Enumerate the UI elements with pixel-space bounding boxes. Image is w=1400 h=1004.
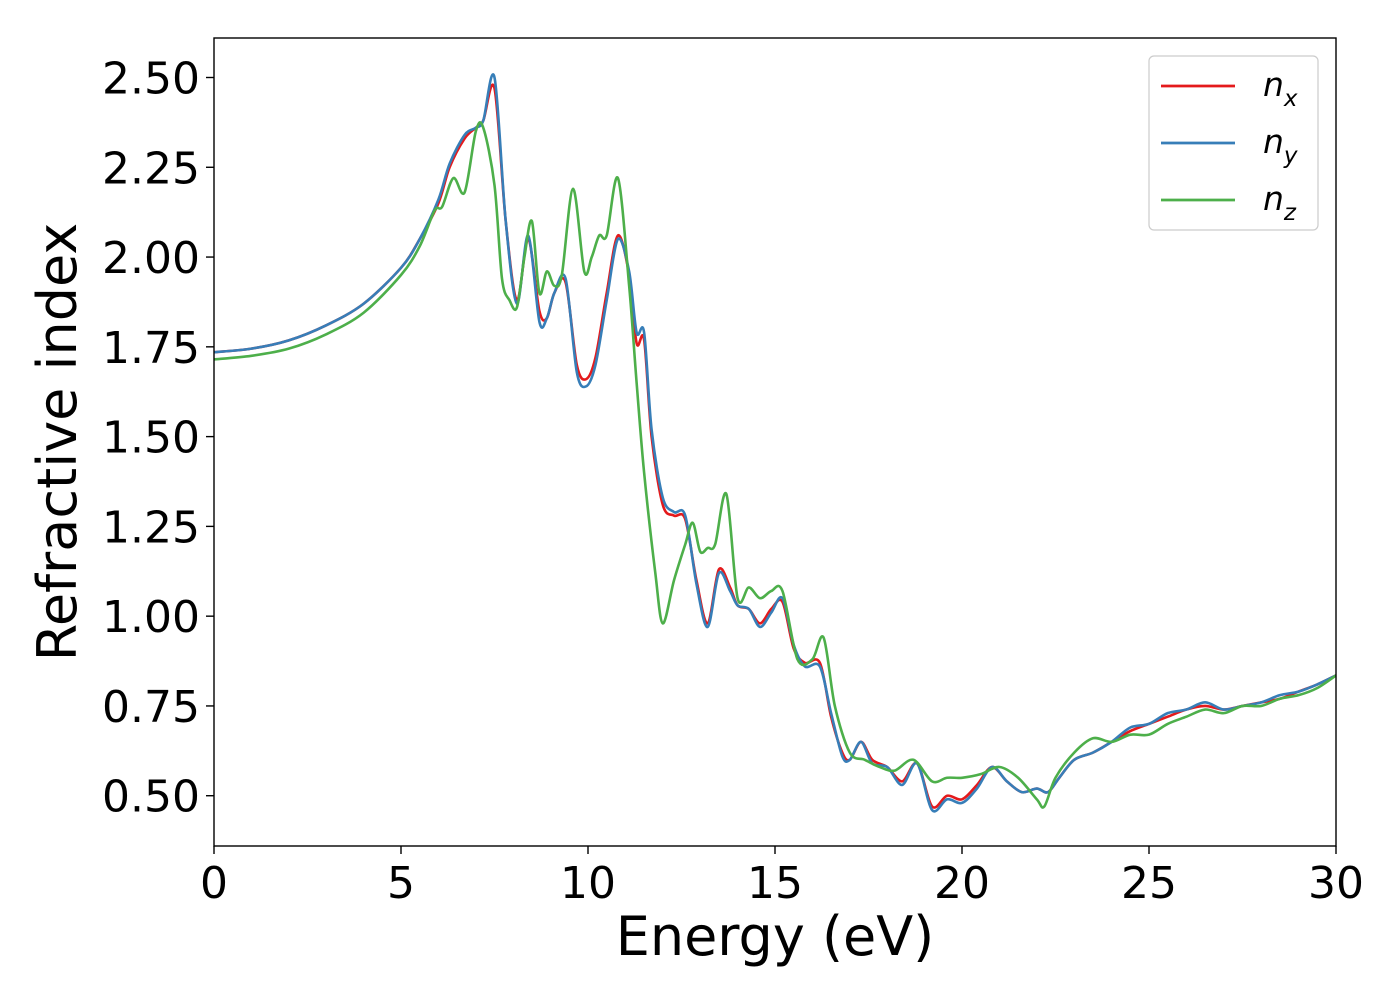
series-line-n-y	[214, 73, 1336, 813]
x-axis-title: Energy (eV)	[616, 905, 935, 968]
legend-entries: nx ny nz	[1161, 65, 1298, 226]
x-tick-label: 20	[934, 858, 990, 909]
y-tick-label: 0.50	[102, 772, 200, 823]
y-tick-label: 2.25	[102, 143, 200, 194]
series-line-n-z	[214, 121, 1336, 809]
x-tick-label: 30	[1308, 858, 1364, 909]
y-tick-label: 2.00	[102, 233, 200, 284]
legend-label-n-x: nx	[1263, 65, 1298, 112]
x-tick-label: 15	[747, 858, 803, 909]
x-tick-label: 10	[560, 858, 616, 909]
legend-label-n-z: nz	[1263, 179, 1297, 226]
y-axis-title: Refractive index	[26, 223, 89, 662]
y-axis: 0.50 0.75 1.00 1.25 1.50 1.75 2.00 2.25 2.50	[102, 54, 214, 823]
y-tick-label: 1.75	[102, 323, 200, 374]
y-tick-label: 2.50	[102, 54, 200, 105]
x-tick-label: 5	[387, 858, 415, 909]
x-tick-label: 0	[200, 858, 228, 909]
y-tick-label: 0.75	[102, 682, 200, 733]
x-tick-label: 25	[1121, 858, 1177, 909]
y-tick-label: 1.25	[102, 502, 200, 553]
y-tick-label: 1.50	[102, 413, 200, 464]
series-layer	[214, 73, 1336, 813]
x-axis: 0 5 10 15 20 25 30	[200, 846, 1364, 909]
legend: nx ny nz	[1148, 55, 1319, 231]
y-tick-label: 1.00	[102, 592, 200, 643]
legend-label-n-y: ny	[1263, 122, 1298, 169]
